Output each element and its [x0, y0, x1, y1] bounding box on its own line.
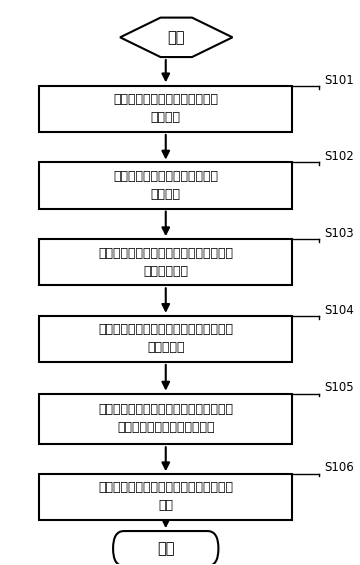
Text: 系统传感器管理模块将传感器数据发送给
游戏: 系统传感器管理模块将传感器数据发送给 游戏 — [98, 481, 233, 512]
Text: 开始: 开始 — [167, 30, 185, 45]
Text: 向传感器管理模块注册使用的传
感器类型: 向传感器管理模块注册使用的传 感器类型 — [113, 93, 218, 124]
Text: 虚拟传感器处理模块接收移动终端发送的
传感器数据: 虚拟传感器处理模块接收移动终端发送的 传感器数据 — [98, 323, 233, 354]
Text: S103: S103 — [324, 227, 354, 240]
Text: 虚拟传感器处理模块将所接收的传感器数
据发送给系统传感器管理模块: 虚拟传感器处理模块将所接收的传感器数 据发送给系统传感器管理模块 — [98, 403, 233, 434]
Bar — [39, 473, 292, 520]
Bar — [39, 163, 292, 208]
Bar — [39, 394, 292, 444]
Bar — [39, 316, 292, 362]
Text: 虚拟传感器处理模块将传感器类型发送给
传感器控制器: 虚拟传感器处理模块将传感器类型发送给 传感器控制器 — [98, 247, 233, 278]
Bar — [39, 86, 292, 132]
Text: 将传感器类型发送给虚拟传感器
处理模块: 将传感器类型发送给虚拟传感器 处理模块 — [113, 170, 218, 201]
Text: 结束: 结束 — [157, 541, 175, 556]
Text: S105: S105 — [324, 381, 354, 394]
Text: S102: S102 — [324, 150, 354, 163]
FancyBboxPatch shape — [113, 531, 219, 565]
Polygon shape — [120, 18, 233, 57]
Text: S101: S101 — [324, 73, 354, 86]
Text: S104: S104 — [324, 303, 354, 316]
Bar — [39, 239, 292, 285]
Text: S106: S106 — [324, 462, 354, 475]
